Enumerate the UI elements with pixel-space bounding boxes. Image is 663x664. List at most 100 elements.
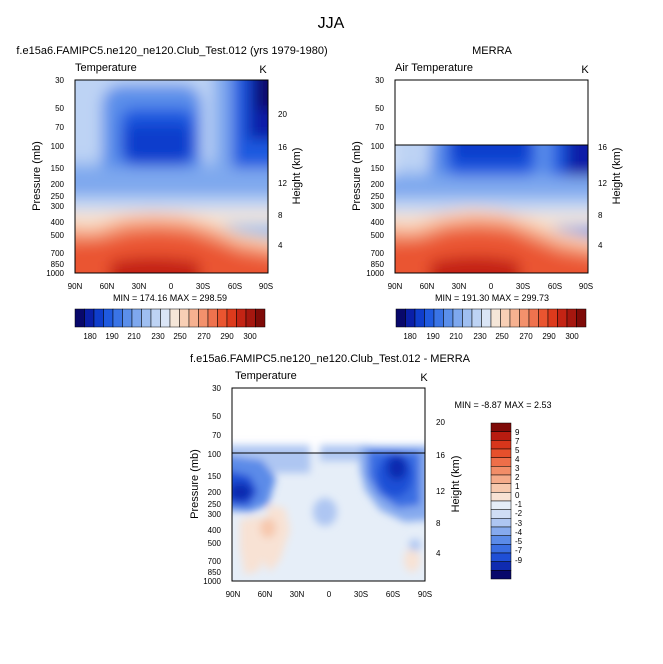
- colorbar-swatch: [84, 308, 95, 328]
- y-tick-label: 300: [51, 202, 65, 211]
- colorbar-label: 3: [515, 464, 520, 473]
- colorbar-swatch: [93, 308, 104, 328]
- colorbar-swatch: [566, 308, 577, 328]
- x-tick-label: 60S: [386, 590, 400, 599]
- colorbar-swatch: [405, 308, 416, 328]
- colorbar-swatch: [490, 422, 512, 432]
- plot-frame: [74, 79, 269, 274]
- panel-title: f.e15a6.FAMIPC5.ne120_ne120.Club_Test.01…: [190, 353, 471, 365]
- colorbar-swatch: [481, 308, 492, 328]
- x-tick-label: 0: [169, 282, 174, 291]
- y2-axis-title: Height (km): [291, 148, 303, 205]
- colorbar-swatch: [414, 308, 425, 328]
- colorbar-label: -5: [515, 537, 523, 546]
- stats-text: MIN = -8.87 MAX = 2.53: [454, 400, 551, 410]
- colorbar-label: 230: [473, 332, 487, 341]
- y-tick-label: 700: [371, 249, 385, 258]
- colorbar-label: 250: [173, 332, 187, 341]
- colorbar-swatch: [490, 518, 512, 528]
- x-tick-label: 30N: [132, 282, 147, 291]
- colorbar-labels: 180 190 210 230 250 270 290 300: [83, 332, 257, 341]
- colorbar-label: 300: [243, 332, 257, 341]
- colorbar-swatch: [490, 440, 512, 450]
- x-tick-labels: 90N 60N 30N 0 30S 60S 90S: [388, 282, 593, 291]
- x-tick-label: 30S: [354, 590, 368, 599]
- y-tick-label: 850: [371, 260, 385, 269]
- contour-field: [75, 80, 268, 273]
- contour-field: [232, 445, 425, 581]
- y-axis-title: Pressure (mb): [189, 449, 201, 519]
- colorbar-swatch: [198, 308, 209, 328]
- panel-left-label: Air Temperature: [395, 62, 473, 74]
- colorbar-swatch: [490, 526, 512, 536]
- colorbar-swatch: [490, 561, 512, 571]
- colorbar-swatch: [236, 308, 247, 328]
- colorbar-label: 5: [515, 446, 520, 455]
- colorbar-swatch: [490, 535, 512, 545]
- y-tick-label: 850: [208, 568, 222, 577]
- y-tick-labels: 30 50 70 100 150 200 250 300 400 500 700…: [46, 76, 64, 278]
- stats-text: MIN = 191.30 MAX = 299.73: [435, 293, 549, 303]
- colorbar-labels: 9 7 5 4 3 2 1 0 -1 -2 -3 -4 -5 -7 -9: [515, 428, 523, 565]
- colorbar-label: -7: [515, 546, 523, 555]
- x-tick-label: 60S: [228, 282, 242, 291]
- x-tick-labels: 90N 60N 30N 0 30S 60S 90S: [68, 282, 273, 291]
- x-tick-labels: 90N 60N 30N 0 30S 60S 90S: [226, 590, 432, 599]
- y-tick-label: 50: [55, 104, 64, 113]
- colorbar-label: 4: [515, 455, 520, 464]
- colorbar-swatch: [490, 570, 512, 580]
- colorbar-swatch: [395, 308, 406, 328]
- colorbar-label: 7: [515, 437, 520, 446]
- x-tick-label: 90N: [226, 590, 241, 599]
- colorbar-label: 230: [151, 332, 165, 341]
- colorbar-swatch: [490, 483, 512, 493]
- y-tick-label: 500: [208, 539, 222, 548]
- colorbar-swatch: [490, 474, 512, 484]
- colorbar-swatch: [74, 308, 85, 328]
- x-tick-label: 30S: [196, 282, 210, 291]
- panel-unit-label: K: [259, 64, 267, 76]
- y2-tick-label: 8: [598, 211, 603, 220]
- colorbar-swatch: [207, 308, 218, 328]
- x-tick-label: 90N: [388, 282, 403, 291]
- y2-tick-label: 8: [278, 211, 283, 220]
- colorbar-label: 190: [426, 332, 440, 341]
- colorbar-swatch: [217, 308, 228, 328]
- panel-merra-temperature: MERRA Air Temperature K: [351, 45, 623, 341]
- colorbar-swatch: [528, 308, 539, 328]
- colorbar-label: 1: [515, 482, 520, 491]
- y-tick-label: 30: [375, 76, 384, 85]
- y2-tick-label: 12: [278, 179, 287, 188]
- colorbar-swatch: [576, 308, 587, 328]
- colorbar-swatch: [452, 308, 463, 328]
- panel-left-label: Temperature: [75, 62, 137, 74]
- y2-axis-title: Height (km): [611, 148, 623, 205]
- colorbar-label: 190: [105, 332, 119, 341]
- colorbar-swatch: [490, 509, 512, 519]
- colorbar-label: 180: [83, 332, 97, 341]
- colorbar-swatch: [490, 500, 512, 510]
- y-tick-label: 70: [375, 123, 384, 132]
- x-tick-label: 30N: [290, 590, 305, 599]
- colorbar-swatch: [547, 308, 558, 328]
- y2-tick-label: 4: [598, 241, 603, 250]
- y-tick-label: 30: [55, 76, 64, 85]
- colorbar-swatch: [490, 457, 512, 467]
- colorbar-label: -4: [515, 528, 523, 537]
- colorbar-swatch: [245, 308, 256, 328]
- x-tick-label: 0: [327, 590, 332, 599]
- y2-tick-label: 4: [436, 549, 441, 558]
- colorbar-label: 270: [519, 332, 533, 341]
- colorbar-swatch: [490, 308, 501, 328]
- y-tick-label: 300: [208, 510, 222, 519]
- colorbar-label: 300: [565, 332, 579, 341]
- y2-tick-label: 20: [278, 110, 287, 119]
- colorbar-swatch: [557, 308, 568, 328]
- y-axis-title: Pressure (mb): [31, 141, 43, 211]
- y-tick-label: 300: [371, 202, 385, 211]
- x-tick-label: 90N: [68, 282, 83, 291]
- y-tick-label: 70: [212, 431, 221, 440]
- x-tick-label: 90S: [259, 282, 273, 291]
- colorbar-label: 210: [449, 332, 463, 341]
